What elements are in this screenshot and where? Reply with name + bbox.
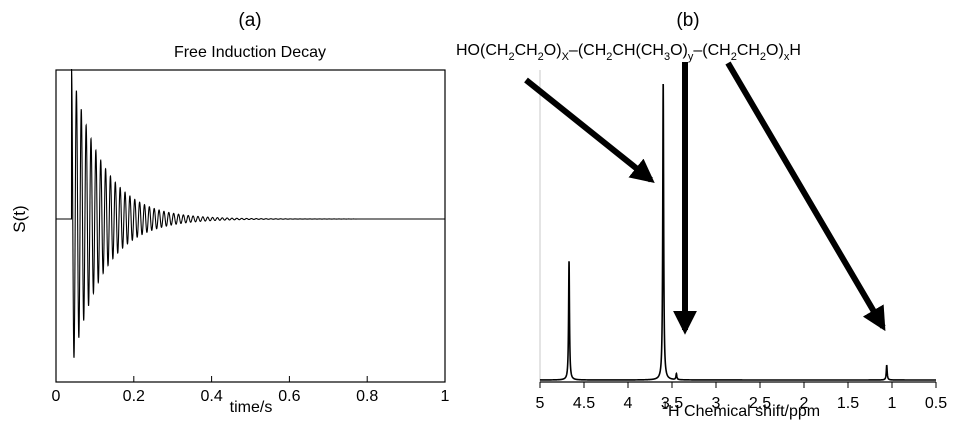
formula-segment: 2 [731,51,737,63]
formula-segment: 2 [538,51,544,63]
panel-b-xtick-label: 3.5 [661,395,683,412]
panel-a-xtick-label: 0.2 [123,388,145,405]
formula-segment: 3 [664,51,670,63]
formula-segment: O) [670,42,688,59]
formula-segment: 2 [760,51,766,63]
formula-segment: –(CH [569,42,606,59]
panel-b-xtick-label: 5 [536,395,545,412]
arrow-peg-block-1 [524,77,655,183]
arrow-peg-block-2 [725,61,886,332]
formula-segment: CH [737,42,760,59]
formula-segment: x [784,51,790,63]
panel-b-xlabel-superscript: 1 [662,400,668,412]
fid-signal-line [56,68,445,358]
panel-a-ylabel: S(t) [10,205,29,232]
formula-segment: CH(CH [612,42,664,59]
panel-b-xlabel-main: H Chemical shift/ppm [668,403,820,420]
panel-b-xtick-label: 4 [624,395,633,412]
panel-b-xtick-label: 1 [888,395,897,412]
panel-b-label: (b) [676,10,699,31]
panel-a-fid: (a) Free Induction Decay S(t) time/s 0 0.… [10,10,450,416]
panel-b-xtick-label: 3 [712,395,721,412]
formula-segment: CH [515,42,538,59]
panel-b-xtick-label: 4.5 [573,395,595,412]
panel-b-xtick-label: 2.5 [749,395,771,412]
panel-a-axes-box [55,69,446,383]
polymer-formula: HO(CH2CH2O)X–(CH2CH(CH3O)y–(CH2CH2O)xH [456,42,801,63]
nmr-spectrum-line [539,83,936,381]
panel-b-xlabel: 1H Chemical shift/ppm [662,400,820,420]
panel-b-nmr: (b) HO(CH2CH2O)X–(CH2CH(CH3O)y–(CH2CH2O)… [456,10,947,420]
panel-a-xtick-label: 1 [441,388,450,405]
panel-a-label: (a) [238,10,261,31]
panel-a-xtick-label: 0.6 [278,388,300,405]
formula-segment: O) [766,42,784,59]
panel-a-xaxis-ticks: 0 0.2 0.4 0.6 0.8 1 [52,376,450,405]
panel-a-xtick-label: 0.4 [200,388,222,405]
panel-a-xtick-label: 0.8 [356,388,378,405]
formula-segment: HO(CH [456,42,508,59]
panel-b-xtick-label: 0.5 [925,395,947,412]
panel-b-xtick-label: 2 [800,395,809,412]
panel-a-xtick-label: 0 [52,388,61,405]
formula-segment: –(CH [693,42,730,59]
formula-segment: y [688,51,694,63]
panel-a-xlabel: time/s [230,399,273,416]
formula-segment: O) [544,42,562,59]
panel-b-xtick-label: 1.5 [837,395,859,412]
formula-segment: 2 [606,51,612,63]
formula-segment: H [789,42,801,59]
formula-segment: X [562,51,570,63]
panel-a-title: Free Induction Decay [174,44,326,61]
formula-segment: 2 [508,51,514,63]
panel-b-xaxis-ticks: 5 4.5 4 3.5 3 2.5 2 1.5 1 0.5 [536,382,947,412]
